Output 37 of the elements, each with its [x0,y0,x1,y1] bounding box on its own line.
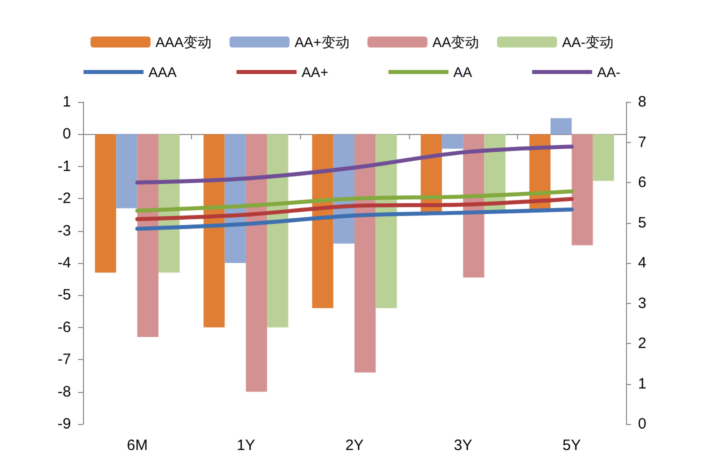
x-tick-label: 3Y [454,437,472,454]
line-series [135,207,574,231]
y-tick-label: -3 [58,222,71,240]
y2-tick-label: 5 [638,214,646,232]
legend-label: AA变动 [432,34,480,50]
y-tick-label: 1 [62,94,71,110]
legend-label: AA- [597,64,621,80]
legend-label: AA+变动 [294,34,350,50]
x-tick-label: 1Y [236,437,256,454]
legend-label: AAA [148,64,178,80]
legend-label: AA [453,64,473,80]
y2-tick-label: 7 [638,134,646,151]
y-tick-label: -8 [58,383,71,400]
y2-tick-label: 0 [638,416,646,432]
y2-tick-label: 4 [638,254,646,272]
legend-label: AA-变动 [562,34,614,50]
legend-label: AAA变动 [156,34,212,50]
x-tick-label: 2Y [345,437,364,454]
y2-tick-label: 2 [638,335,646,352]
line-series [135,189,574,213]
x-tick-label: 5Y [562,437,581,454]
line-series [135,144,574,184]
y-tick-label: -1 [58,158,71,175]
y-tick-label: -9 [58,416,71,432]
legend-label: AA+ [302,64,328,80]
y-tick-label: -4 [58,254,71,272]
line-series [135,197,574,222]
y2-tick-label: 8 [638,94,646,110]
x-tick-label: 6M [126,437,148,454]
y-tick-label: 0 [62,126,71,143]
y-tick-label: -2 [58,190,71,208]
y-tick-label: -6 [58,318,71,336]
y-tick-label: -5 [58,286,71,304]
y2-tick-label: 6 [638,174,646,191]
y2-tick-label: 1 [638,375,646,392]
y-tick-label: -7 [58,351,71,368]
y2-tick-label: 3 [638,294,646,312]
